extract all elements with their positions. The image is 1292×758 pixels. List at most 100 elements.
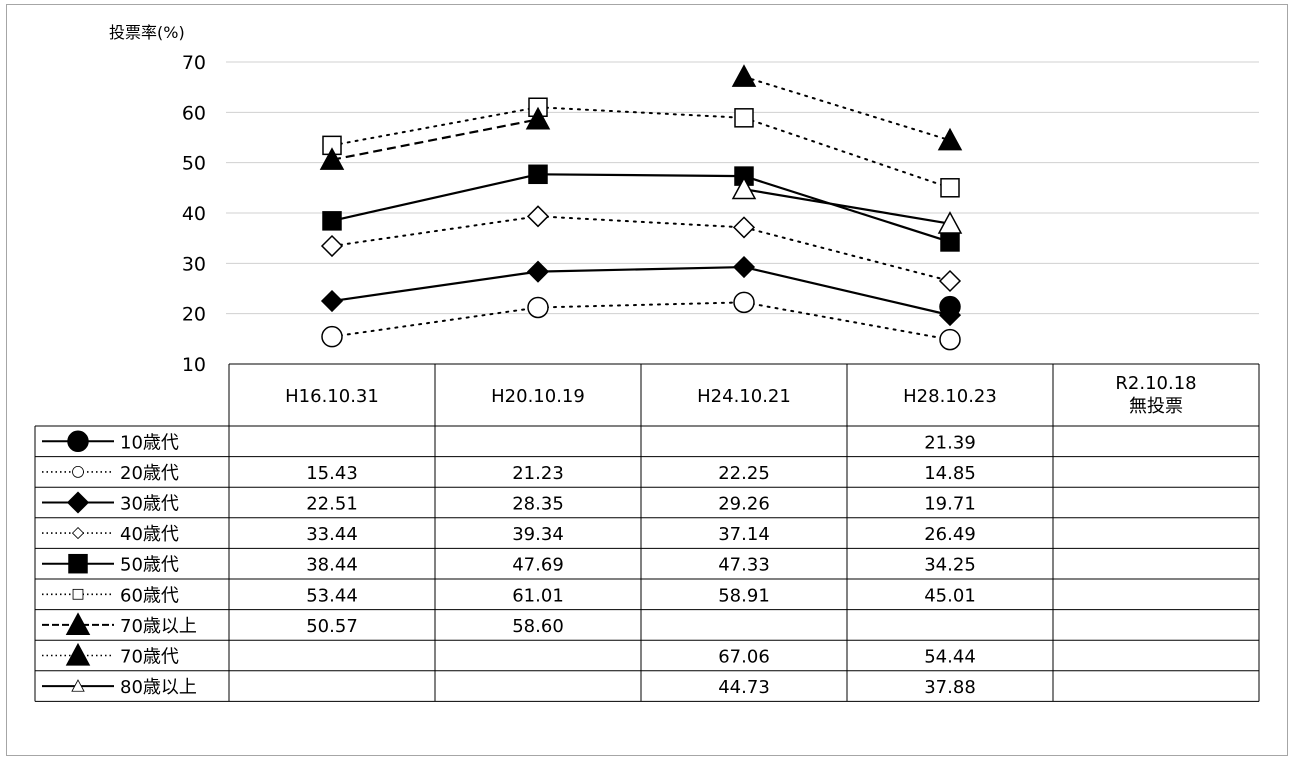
y-tick-label: 40 bbox=[182, 203, 206, 225]
legend-label: 70歳以上 bbox=[120, 616, 197, 637]
data-point-marker bbox=[734, 108, 754, 128]
y-tick-label: 70 bbox=[182, 52, 206, 74]
series-line-segment bbox=[331, 118, 539, 161]
y-tick-label: 20 bbox=[182, 304, 206, 326]
series-line-segment bbox=[743, 188, 951, 225]
data-label: 29.26 bbox=[718, 494, 770, 515]
data-label: 37.14 bbox=[718, 524, 770, 545]
legend-marker bbox=[71, 679, 85, 692]
data-point-marker bbox=[731, 176, 757, 200]
series-line-segment bbox=[331, 106, 539, 147]
legend-key-marker bbox=[72, 588, 84, 600]
data-label: 58.91 bbox=[718, 585, 770, 606]
data-point-marker bbox=[937, 211, 963, 234]
data-point-marker bbox=[320, 234, 344, 258]
data-label: 14.85 bbox=[924, 463, 976, 484]
data-label: 61.01 bbox=[512, 585, 564, 606]
series-line-segment bbox=[331, 173, 539, 222]
data-point-marker bbox=[319, 147, 345, 170]
data-point-marker bbox=[322, 211, 342, 231]
series-5 bbox=[322, 164, 960, 252]
data-point-marker bbox=[320, 289, 344, 313]
series-line-segment bbox=[743, 265, 951, 317]
data-label: 26.49 bbox=[924, 524, 976, 545]
legend-label: 80歳以上 bbox=[120, 677, 197, 698]
category-label: H24.10.21 bbox=[697, 386, 791, 407]
series-group bbox=[319, 64, 963, 351]
series-line-segment bbox=[537, 173, 745, 178]
data-point-marker bbox=[321, 325, 343, 348]
data-label: 19.71 bbox=[924, 494, 976, 515]
data-point-marker bbox=[940, 232, 960, 252]
y-tick-label: 30 bbox=[182, 253, 206, 275]
legend-marker bbox=[71, 527, 85, 540]
data-point-marker bbox=[733, 291, 755, 314]
series-2 bbox=[321, 291, 961, 351]
legend-marker bbox=[72, 588, 84, 600]
data-point-marker bbox=[937, 127, 963, 151]
legend-key-marker bbox=[71, 527, 85, 540]
data-label: 39.34 bbox=[512, 524, 564, 545]
y-tick-label: 50 bbox=[182, 153, 206, 175]
data-label: 38.44 bbox=[306, 555, 358, 576]
legend-marker bbox=[66, 491, 90, 514]
legend-key-marker bbox=[71, 679, 85, 692]
data-label: 34.25 bbox=[924, 555, 976, 576]
data-label: 47.33 bbox=[718, 555, 770, 576]
data-point-marker bbox=[525, 106, 551, 130]
series-line-segment bbox=[743, 226, 951, 283]
series-line-segment bbox=[537, 301, 745, 309]
series-line-segment bbox=[743, 75, 951, 142]
data-point-marker bbox=[732, 255, 756, 279]
category-label: H28.10.23 bbox=[903, 386, 997, 407]
legend-key-marker bbox=[66, 491, 90, 514]
legend-key-marker bbox=[67, 430, 89, 453]
data-point-marker bbox=[732, 216, 756, 239]
data-label: 45.01 bbox=[924, 585, 976, 606]
legend-label: 50歳代 bbox=[120, 555, 179, 576]
series-line-segment bbox=[537, 215, 745, 229]
legend-key-marker bbox=[72, 465, 84, 478]
series-3 bbox=[320, 255, 962, 327]
y-tick-label: 10 bbox=[182, 354, 206, 376]
category-note: 無投票 bbox=[1129, 396, 1183, 417]
series-7 bbox=[319, 106, 551, 170]
legend-marker bbox=[65, 612, 91, 635]
legend-label: 10歳代 bbox=[120, 432, 179, 453]
data-label: 22.25 bbox=[718, 463, 770, 484]
series-line-segment bbox=[537, 265, 745, 273]
data-point-marker bbox=[938, 304, 962, 327]
data-label: 50.57 bbox=[306, 616, 358, 637]
data-point-marker bbox=[940, 178, 960, 198]
data-point-marker bbox=[938, 269, 962, 293]
category-label: H16.10.31 bbox=[285, 386, 379, 407]
data-point-marker bbox=[526, 260, 550, 283]
series-6 bbox=[322, 97, 960, 198]
category-label: R2.10.18 bbox=[1115, 373, 1196, 394]
data-point-marker bbox=[939, 328, 961, 351]
data-label: 33.44 bbox=[306, 524, 358, 545]
data-label: 67.06 bbox=[718, 647, 770, 668]
series-line-segment bbox=[331, 215, 539, 248]
data-table: H16.10.31 H20.10.19 H24.10.21 H28.10.23 R2.1… bbox=[34, 363, 1260, 702]
legend-label: 60歳代 bbox=[120, 585, 179, 606]
data-label: 47.69 bbox=[512, 555, 564, 576]
data-point-marker bbox=[528, 164, 548, 185]
legend-key-marker bbox=[65, 612, 91, 635]
legend-marker bbox=[68, 553, 88, 574]
data-label: 22.51 bbox=[306, 494, 358, 515]
legend-key-marker bbox=[65, 642, 91, 666]
legend-label: 20歳代 bbox=[120, 463, 179, 484]
legend-marker bbox=[72, 465, 84, 478]
turnout-chart: 70 60 50 40 30 20 10 投票率(%) H16.10.31 H20.10.19 H2… bbox=[34, 23, 1260, 702]
series-9 bbox=[731, 176, 963, 234]
series-8 bbox=[731, 64, 963, 151]
y-axis-label: 投票率(%) bbox=[109, 23, 185, 42]
series-line-segment bbox=[743, 116, 951, 189]
category-label: H20.10.19 bbox=[491, 386, 585, 407]
data-label: 37.88 bbox=[924, 677, 976, 698]
series-line-segment bbox=[331, 270, 539, 303]
data-label: 28.35 bbox=[512, 494, 564, 515]
series-4 bbox=[320, 205, 962, 293]
y-tick-label: 60 bbox=[182, 102, 206, 124]
